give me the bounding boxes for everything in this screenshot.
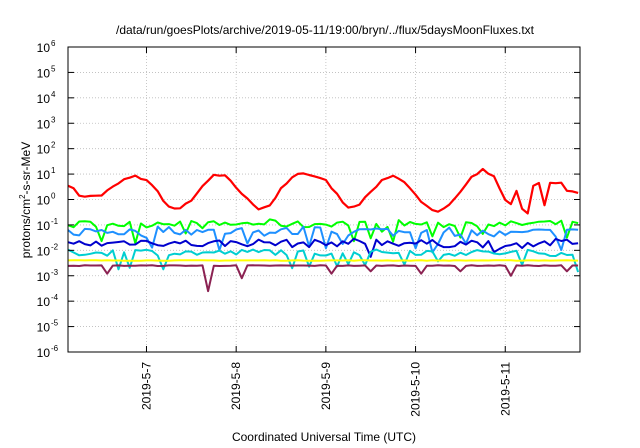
y-tick-label: 10: [37, 321, 51, 335]
x-tick-label: 2019-5-11: [498, 362, 512, 416]
series-line: [67, 167, 579, 215]
y-tick-label: 10: [37, 168, 51, 182]
y-tick-label-exponent: 4: [51, 90, 56, 99]
y-tick-label: 10: [37, 41, 51, 55]
y-tick-label-base: 10: [37, 346, 51, 360]
y-tick-label-exponent: 1: [51, 166, 56, 175]
series-line: [67, 248, 580, 273]
y-tick-label: 10: [37, 295, 51, 309]
y-axis-label-suffix: -s-sr-MeV: [19, 142, 33, 195]
y-tick-label-exponent: 3: [51, 115, 56, 124]
y-tick-label-base: 10: [37, 219, 51, 233]
series-line: [67, 237, 579, 258]
y-tick-label-base: 10: [37, 143, 51, 157]
y-tick-label-base: 10: [37, 66, 51, 80]
y-tick-label: 10: [37, 244, 51, 258]
y-axis-label-sup: 2: [18, 194, 27, 199]
y-tick-label-base: 10: [37, 41, 51, 55]
x-tick-label: 2019-5-9: [319, 362, 333, 410]
y-tick-label-base: 10: [37, 117, 51, 131]
y-axis-label-prefix: protons/cm: [19, 199, 33, 258]
y-tick-label-exponent: 2: [51, 141, 56, 150]
y-tick-label: 10: [37, 143, 51, 157]
series-line: [67, 259, 579, 262]
y-tick-label-base: 10: [37, 168, 51, 182]
y-tick-label: 10: [37, 219, 51, 233]
y-tick-label: 10: [37, 194, 51, 208]
chart-title: /data/run/goesPlots/archive/2019-05-11/1…: [116, 23, 535, 37]
y-tick-label-exponent: 0: [51, 192, 56, 201]
x-axis-label: Coordinated Universal Time (UTC): [232, 430, 416, 444]
y-tick-label-exponent: -4: [51, 293, 59, 302]
y-tick-label-base: 10: [37, 295, 51, 309]
y-tick-label-exponent: 5: [51, 64, 56, 73]
y-tick-label-base: 10: [37, 92, 51, 106]
x-tick-label: 2019-5-10: [409, 362, 423, 417]
series-line: [67, 264, 579, 293]
y-tick-label-exponent: -5: [51, 319, 59, 328]
y-tick-label-exponent: -1: [51, 217, 59, 226]
x-tick-label: 2019-5-7: [139, 362, 153, 410]
y-tick-label: 10: [37, 66, 51, 80]
y-axis-label: protons/cm2-s-sr-MeV: [18, 142, 33, 258]
y-tick-label-base: 10: [37, 244, 51, 258]
y-tick-label-exponent: -6: [51, 344, 59, 353]
y-tick-label-exponent: -3: [51, 268, 59, 277]
series-group: [67, 167, 580, 293]
y-tick-label-exponent: -2: [51, 242, 59, 251]
x-axis: 2019-5-7 2019-5-8 2019-5-9 2019-5-10 2019-5-…: [139, 47, 512, 417]
x-tick-label: 2019-5-8: [229, 362, 243, 410]
y-axis: 10 -610 -510 -410 -310 -210 -110 010 110 210 310 41…: [37, 39, 580, 360]
y-tick-label: 10: [37, 270, 51, 284]
y-tick-label: 10: [37, 117, 51, 131]
y-tick-label-base: 10: [37, 194, 51, 208]
y-tick-label-base: 10: [37, 321, 51, 335]
y-tick-label-exponent: 6: [51, 39, 56, 48]
y-tick-label-base: 10: [37, 270, 51, 284]
series-line: [67, 218, 579, 245]
y-tick-label: 10: [37, 346, 51, 360]
y-tick-label: 10: [37, 92, 51, 106]
